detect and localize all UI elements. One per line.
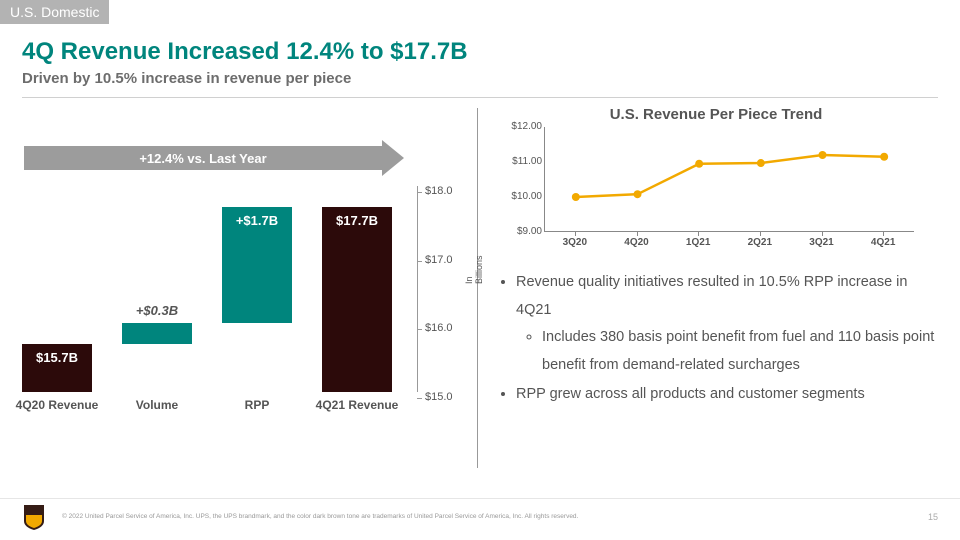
waterfall-category-label: RPP bbox=[212, 398, 302, 412]
slide-title: 4Q Revenue Increased 12.4% to $17.7B bbox=[22, 38, 960, 66]
line-x-tick-mark bbox=[760, 232, 761, 236]
line-y-tick: $12.00 bbox=[498, 121, 542, 132]
copyright-text: © 2022 United Parcel Service of America,… bbox=[62, 513, 928, 520]
waterfall-panel: +12.4% vs. Last Year $15.7B+$0.3B+$1.7B$… bbox=[22, 98, 477, 468]
waterfall-category-label: Volume bbox=[112, 398, 202, 412]
line-y-tick: $9.00 bbox=[498, 226, 542, 237]
bullet-2: RPP grew across all products and custome… bbox=[516, 381, 938, 409]
line-y-tick: $11.00 bbox=[498, 156, 542, 167]
bullet-1a: Includes 380 basis point benefit from fu… bbox=[542, 324, 938, 379]
waterfall-bar-label: $15.7B bbox=[22, 350, 92, 365]
waterfall-category-label: 4Q21 Revenue bbox=[312, 398, 402, 412]
line-x-tick: 3Q20 bbox=[550, 237, 600, 248]
y-tick-label: $16.0 bbox=[425, 322, 453, 334]
line-chart: $9.00$10.00$11.00$12.003Q204Q201Q212Q213… bbox=[494, 127, 924, 257]
y-tick-label: $15.0 bbox=[425, 391, 453, 403]
y-tick-label: $18.0 bbox=[425, 185, 453, 197]
growth-arrow: +12.4% vs. Last Year bbox=[24, 144, 404, 172]
waterfall-bar: $17.7B bbox=[322, 207, 392, 392]
line-x-tick-mark bbox=[575, 232, 576, 236]
line-x-tick-mark bbox=[637, 232, 638, 236]
waterfall-bar: +$0.3B bbox=[122, 323, 192, 344]
waterfall-category-label: 4Q20 Revenue bbox=[12, 398, 102, 412]
bullet-1: Revenue quality initiatives resulted in … bbox=[516, 269, 938, 379]
right-panel: U.S. Revenue Per Piece Trend $9.00 $10.00… bbox=[478, 98, 938, 468]
waterfall-bar: $15.7B bbox=[22, 344, 92, 392]
line-x-tick: 3Q21 bbox=[797, 237, 847, 248]
line-x-tick-mark bbox=[698, 232, 699, 236]
line-series bbox=[545, 127, 915, 232]
waterfall-y-axis: $15.0$16.0$17.0$18.0 bbox=[417, 186, 472, 396]
y-axis-title: In Billions bbox=[464, 255, 484, 284]
arrow-label: +12.4% vs. Last Year bbox=[24, 146, 382, 170]
waterfall-bar-label: $17.7B bbox=[322, 213, 392, 228]
footer: © 2022 United Parcel Service of America,… bbox=[0, 498, 960, 534]
content-row: +12.4% vs. Last Year $15.7B+$0.3B+$1.7B$… bbox=[22, 98, 938, 468]
line-x-tick-mark bbox=[822, 232, 823, 236]
waterfall-bar: +$1.7B bbox=[222, 207, 292, 324]
waterfall-plot: $15.7B +$0.3B +$1.7B $17.7B bbox=[22, 186, 417, 392]
section-tag: U.S. Domestic bbox=[0, 0, 109, 24]
ups-logo-icon bbox=[22, 503, 46, 531]
line-x-tick: 1Q21 bbox=[673, 237, 723, 248]
page-number: 15 bbox=[928, 512, 938, 522]
waterfall-categories: 4Q20 RevenueVolumeRPP4Q21 Revenue bbox=[22, 398, 417, 418]
slide-subtitle: Driven by 10.5% increase in revenue per … bbox=[22, 70, 960, 87]
line-x-tick-mark bbox=[883, 232, 884, 236]
line-x-tick: 2Q21 bbox=[735, 237, 785, 248]
line-x-tick: 4Q20 bbox=[612, 237, 662, 248]
bullet-list: Revenue quality initiatives resulted in … bbox=[494, 269, 938, 409]
line-y-tick: $10.00 bbox=[498, 191, 542, 202]
line-chart-plot bbox=[544, 127, 914, 232]
y-tick-label: $17.0 bbox=[425, 254, 453, 266]
waterfall-bar-label: +$0.3B bbox=[122, 303, 192, 318]
arrow-head-icon bbox=[382, 140, 404, 176]
line-chart-title: U.S. Revenue Per Piece Trend bbox=[494, 106, 938, 123]
line-x-tick: 4Q21 bbox=[858, 237, 908, 248]
waterfall-bar-label: +$1.7B bbox=[222, 213, 292, 228]
